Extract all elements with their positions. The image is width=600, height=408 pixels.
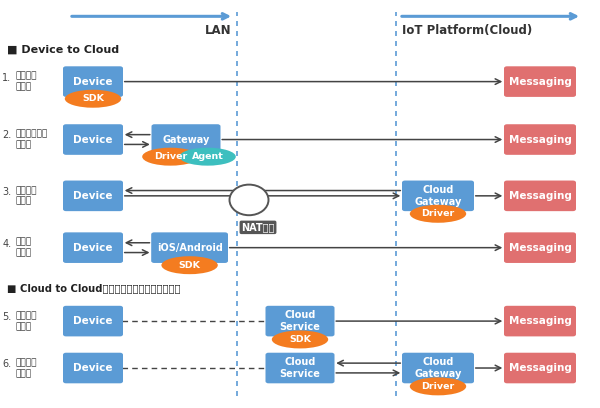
Text: 6.: 6. xyxy=(2,359,11,369)
Text: クラウド
接続型: クラウド 接続型 xyxy=(16,358,37,378)
Text: クラウド
組込型: クラウド 組込型 xyxy=(16,311,37,331)
Text: Driver: Driver xyxy=(421,382,455,391)
FancyBboxPatch shape xyxy=(504,306,576,336)
Text: ゲートウェイ
中継型: ゲートウェイ 中継型 xyxy=(16,130,48,149)
FancyBboxPatch shape xyxy=(63,124,123,155)
Text: ■ Device to Cloud: ■ Device to Cloud xyxy=(7,45,119,55)
Text: SDK: SDK xyxy=(289,335,311,344)
Text: 3.: 3. xyxy=(2,187,11,197)
Text: SDK: SDK xyxy=(179,261,200,270)
FancyBboxPatch shape xyxy=(504,353,576,384)
Text: Gateway: Gateway xyxy=(163,135,209,144)
Ellipse shape xyxy=(272,330,328,348)
Text: Device: Device xyxy=(73,363,113,373)
Text: LAN: LAN xyxy=(205,24,231,38)
Text: デバイス
組込型: デバイス 組込型 xyxy=(16,72,37,91)
Ellipse shape xyxy=(410,377,466,395)
FancyBboxPatch shape xyxy=(151,124,221,155)
Ellipse shape xyxy=(179,148,236,166)
Text: Device: Device xyxy=(73,243,113,253)
Text: Device: Device xyxy=(73,135,113,144)
FancyBboxPatch shape xyxy=(63,306,123,336)
Text: SDK: SDK xyxy=(82,94,104,103)
FancyBboxPatch shape xyxy=(504,67,576,97)
Text: Messaging: Messaging xyxy=(509,77,571,86)
Text: Messaging: Messaging xyxy=(509,191,571,201)
Ellipse shape xyxy=(142,148,199,166)
Text: 4.: 4. xyxy=(2,239,11,248)
Text: iOS/Android: iOS/Android xyxy=(157,243,223,253)
FancyBboxPatch shape xyxy=(504,180,576,211)
Text: Agent: Agent xyxy=(191,152,224,161)
FancyBboxPatch shape xyxy=(265,353,335,384)
Text: IoT Platform(Cloud): IoT Platform(Cloud) xyxy=(402,24,532,38)
Text: Device: Device xyxy=(73,191,113,201)
Text: Messaging: Messaging xyxy=(509,363,571,373)
Text: クラウド
接続型: クラウド 接続型 xyxy=(16,186,37,206)
Text: スマホ
中継型: スマホ 中継型 xyxy=(16,238,32,257)
Text: Driver: Driver xyxy=(421,209,455,218)
Text: ■ Cloud to Cloud（他クラウド製品との接続）: ■ Cloud to Cloud（他クラウド製品との接続） xyxy=(7,284,181,294)
FancyBboxPatch shape xyxy=(63,232,123,263)
Text: Device: Device xyxy=(73,316,113,326)
Ellipse shape xyxy=(161,256,218,274)
FancyBboxPatch shape xyxy=(63,353,123,384)
Ellipse shape xyxy=(410,205,466,223)
Text: Messaging: Messaging xyxy=(509,135,571,144)
Text: Cloud
Gateway: Cloud Gateway xyxy=(415,357,461,379)
Ellipse shape xyxy=(65,90,121,108)
Text: Messaging: Messaging xyxy=(509,316,571,326)
FancyBboxPatch shape xyxy=(63,67,123,97)
Text: Cloud
Service: Cloud Service xyxy=(280,357,320,379)
Text: 1.: 1. xyxy=(2,73,11,82)
FancyBboxPatch shape xyxy=(402,353,474,384)
FancyBboxPatch shape xyxy=(402,180,474,211)
Text: 5.: 5. xyxy=(2,312,11,322)
Text: Cloud
Gateway: Cloud Gateway xyxy=(415,185,461,207)
Text: Device: Device xyxy=(73,77,113,86)
FancyBboxPatch shape xyxy=(151,232,228,263)
Text: Messaging: Messaging xyxy=(509,243,571,253)
Ellipse shape xyxy=(229,184,269,215)
Text: NAT越え: NAT越え xyxy=(241,222,275,233)
FancyBboxPatch shape xyxy=(265,306,335,336)
FancyBboxPatch shape xyxy=(504,232,576,263)
FancyBboxPatch shape xyxy=(504,124,576,155)
FancyBboxPatch shape xyxy=(63,180,123,211)
Text: 2.: 2. xyxy=(2,131,11,140)
Text: Cloud
Service: Cloud Service xyxy=(280,310,320,332)
Text: Driver: Driver xyxy=(154,152,187,161)
